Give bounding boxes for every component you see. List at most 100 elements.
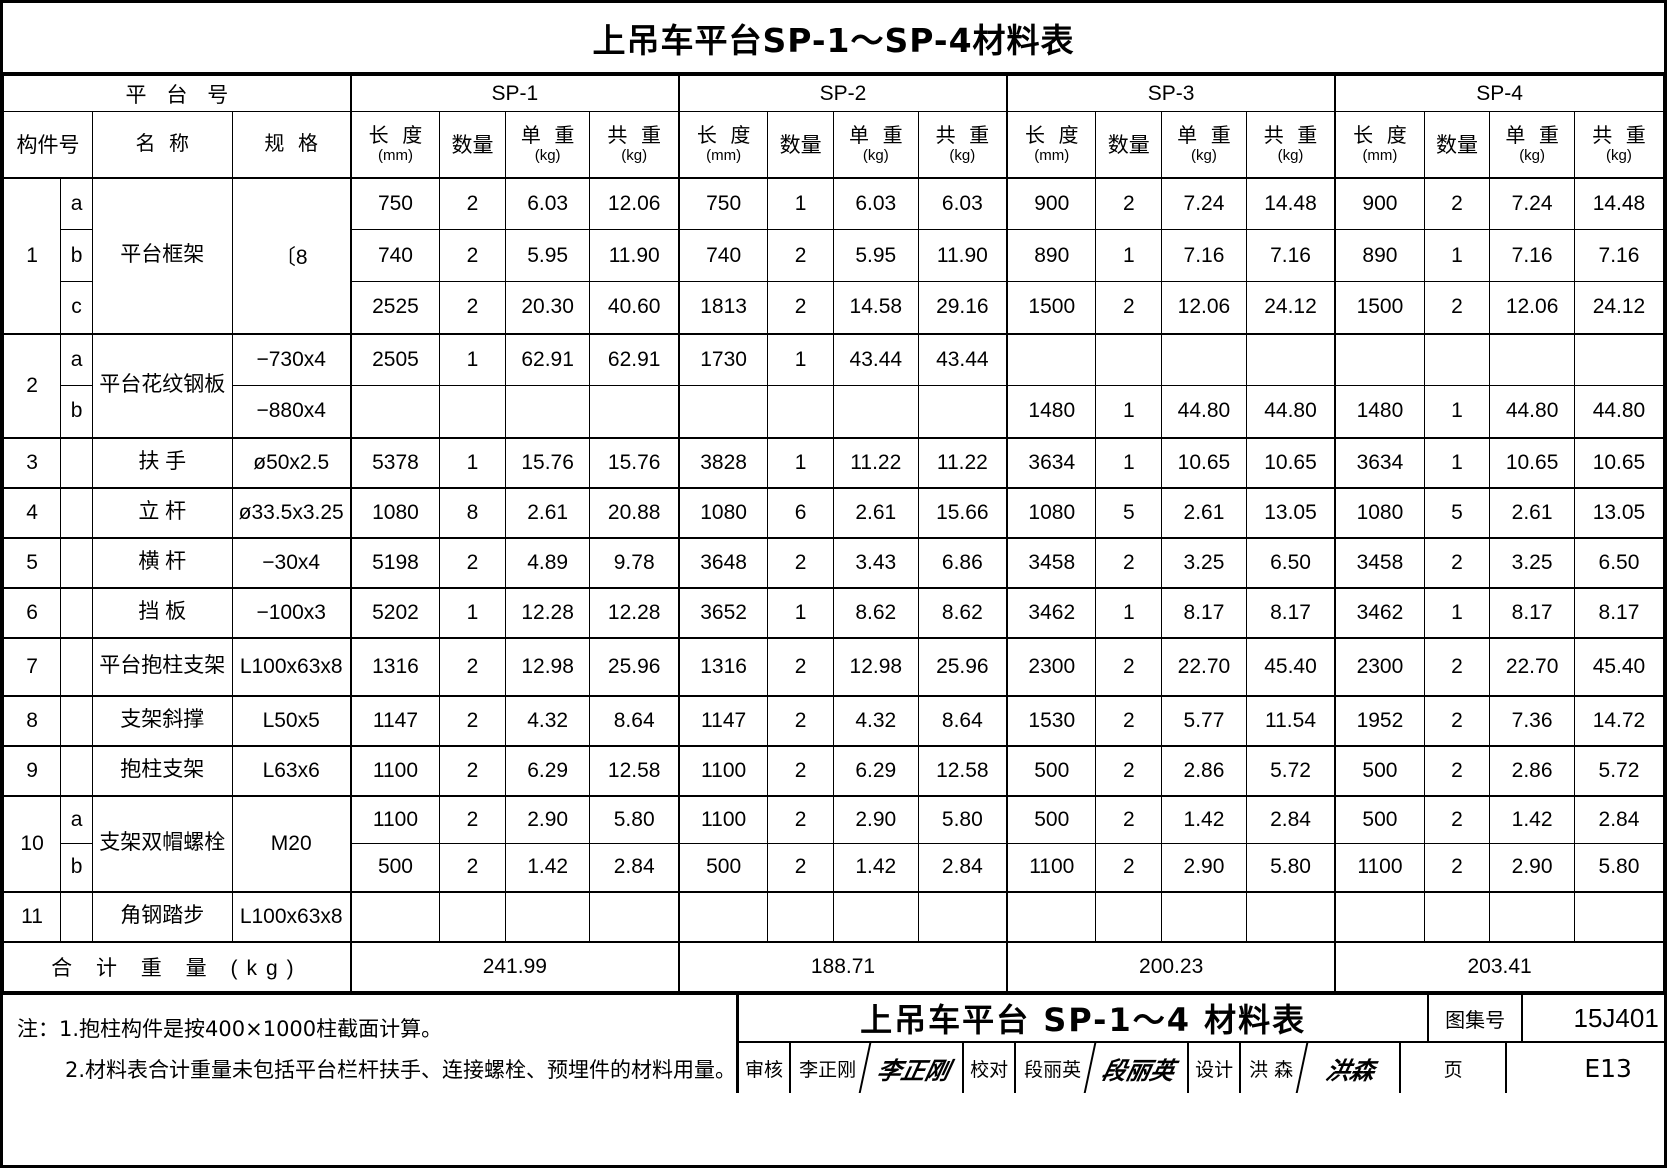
col-header-name: 名 称 <box>91 111 233 178</box>
cell-sp1-length <box>349 890 441 942</box>
cell-sp2-total-weight: 12.58 <box>917 744 1008 796</box>
cell-sp1-length <box>349 385 441 438</box>
cell-sp2-total-weight: 2.84 <box>917 843 1008 892</box>
cell-component-sub <box>60 694 93 746</box>
cell-sp4-unit-weight: 3.25 <box>1489 536 1575 588</box>
col-header-sp1-length: 长 度 (mm) <box>349 111 441 178</box>
cell-sp1-length: 1316 <box>349 636 441 696</box>
cell-name: 平台花纹钢板 <box>91 332 233 438</box>
cell-sp4-unit-weight: 8.17 <box>1489 586 1575 638</box>
cell-sp1-length: 1100 <box>349 744 441 796</box>
cell-sp3-qty <box>1095 332 1163 386</box>
table-row: 2 a 平台花纹钢板 −730x4 2505 1 62.91 62.91 1730 1 43.44 4… <box>2 332 1665 438</box>
cell-sp1-length: 5198 <box>349 536 441 588</box>
cell-sp4-length <box>1334 332 1425 386</box>
col-header-sp4-total-weight: 共 重 (kg) <box>1573 111 1665 178</box>
cell-sp4-unit-weight: 10.65 <box>1489 436 1575 488</box>
cell-component-sub <box>60 744 93 796</box>
col-header-sp4-unit-weight: 单 重 (kg) <box>1489 111 1575 178</box>
cell-sp2-qty: 2 <box>767 794 834 844</box>
cell-sp2-length: 500 <box>677 843 769 892</box>
cell-sp4-unit-weight: 2.90 <box>1489 843 1575 892</box>
col-header-sp1-qty: 数量 <box>439 111 506 178</box>
cell-component-sub: b <box>60 385 93 438</box>
cell-sp3-length: 500 <box>1006 744 1097 796</box>
col-header-sp3-total-weight: 共 重 (kg) <box>1245 111 1336 178</box>
cell-sp2-length: 3652 <box>677 586 769 638</box>
col-header-sp4-length: 长 度 (mm) <box>1334 111 1425 178</box>
cell-sp2-unit-weight: 2.90 <box>832 794 919 844</box>
cell-sp2-length <box>677 890 769 942</box>
cell-sp1-length: 500 <box>349 843 441 892</box>
cell-sp2-qty: 6 <box>767 486 834 538</box>
cell-sp1-total-weight: 25.96 <box>589 636 680 696</box>
cell-sp3-unit-weight: 44.80 <box>1161 385 1247 438</box>
cell-sp4-length: 3458 <box>1334 536 1425 588</box>
cell-sp4-unit-weight <box>1489 890 1575 942</box>
cell-sp4-qty: 2 <box>1423 636 1491 696</box>
cell-sp2-total-weight: 29.16 <box>917 281 1008 334</box>
cell-component-sub: a <box>60 176 93 230</box>
cell-sp1-unit-weight: 15.76 <box>504 436 591 488</box>
cell-sp4-unit-weight: 7.36 <box>1489 694 1575 746</box>
cell-sp2-qty: 1 <box>767 436 834 488</box>
cell-sp3-qty: 2 <box>1095 281 1163 334</box>
cell-sp1-unit-weight: 6.29 <box>504 744 591 796</box>
cell-sp4-unit-weight: 7.16 <box>1489 229 1575 282</box>
cell-sp3-total-weight: 24.12 <box>1245 281 1336 334</box>
cell-sp3-total-weight: 45.40 <box>1245 636 1336 696</box>
cell-sp4-total-weight: 5.72 <box>1573 744 1665 796</box>
cell-sp4-length: 3462 <box>1334 586 1425 638</box>
cell-sp4-total-weight: 45.40 <box>1573 636 1665 696</box>
cell-sp4-unit-weight: 22.70 <box>1489 636 1575 696</box>
cell-sp1-length: 5378 <box>349 436 441 488</box>
cell-sp3-unit-weight: 8.17 <box>1161 586 1247 638</box>
cell-sp4-total-weight: 13.05 <box>1573 486 1665 538</box>
cell-name: 支架斜撑 <box>91 694 233 746</box>
cell-sp1-total-weight: 12.58 <box>589 744 680 796</box>
cell-sp3-total-weight: 14.48 <box>1245 176 1336 230</box>
cell-sp3-total-weight: 44.80 <box>1245 385 1336 438</box>
cell-sp2-length: 3648 <box>677 536 769 588</box>
cell-sp3-unit-weight: 2.90 <box>1161 843 1247 892</box>
cell-sp2-total-weight: 15.66 <box>917 486 1008 538</box>
cell-component-no: 2 <box>2 332 62 438</box>
cell-sp3-unit-weight: 22.70 <box>1161 636 1247 696</box>
cell-sp4-total-weight: 8.17 <box>1573 586 1665 638</box>
cell-sp4-unit-weight <box>1489 332 1575 386</box>
cell-sp4-total-weight: 5.80 <box>1573 843 1665 892</box>
review-name: 李正刚 <box>789 1043 864 1093</box>
table-row: 9 抱柱支架 L63x6 1100 2 6.29 12.58 1100 2 6.29 12.58 50… <box>2 744 1665 796</box>
cell-sp3-unit-weight: 1.42 <box>1161 794 1247 844</box>
cell-sp4-qty: 2 <box>1423 281 1491 334</box>
cell-sp1-unit-weight: 1.42 <box>504 843 591 892</box>
cell-sp4-total-weight: 7.16 <box>1573 229 1665 282</box>
cell-sp1-total-weight <box>589 385 680 438</box>
cell-sp3-length: 1100 <box>1006 843 1097 892</box>
cell-sp1-unit-weight: 20.30 <box>504 281 591 334</box>
cell-sp3-length: 1500 <box>1006 281 1097 334</box>
cell-sp1-length: 2525 <box>349 281 441 334</box>
cell-sp1-qty: 2 <box>439 176 506 230</box>
cell-sp1-qty: 2 <box>439 229 506 282</box>
cell-sp4-qty: 2 <box>1423 744 1491 796</box>
cell-sp4-unit-weight: 2.86 <box>1489 744 1575 796</box>
cell-name: 抱柱支架 <box>91 744 233 796</box>
col-header-spec: 规 格 <box>231 111 352 178</box>
cell-component-no: 8 <box>2 694 62 746</box>
cell-sp2-total-weight: 11.90 <box>917 229 1008 282</box>
cell-sp3-unit-weight: 10.65 <box>1161 436 1247 488</box>
cell-sp2-qty: 2 <box>767 694 834 746</box>
cell-sp2-length: 1730 <box>677 332 769 386</box>
cell-sp2-length: 1813 <box>677 281 769 334</box>
cell-sp1-unit-weight <box>504 890 591 942</box>
cell-name: 扶 手 <box>91 436 233 488</box>
table-row: c 2525 2 20.30 40.60 1813 2 14.58 29.16 1500 2 12.0… <box>4 281 1665 334</box>
totals-sp2: 188.71 <box>677 940 1008 992</box>
atlas-no-label: 图集号 <box>1427 995 1521 1041</box>
page-value: E13 <box>1505 1043 1667 1093</box>
table-row: b 740 2 5.95 11.90 740 2 5.95 11.90 890 1 7.16 7.16 8… <box>4 229 1665 282</box>
cell-sp2-unit-weight: 5.95 <box>832 229 919 282</box>
